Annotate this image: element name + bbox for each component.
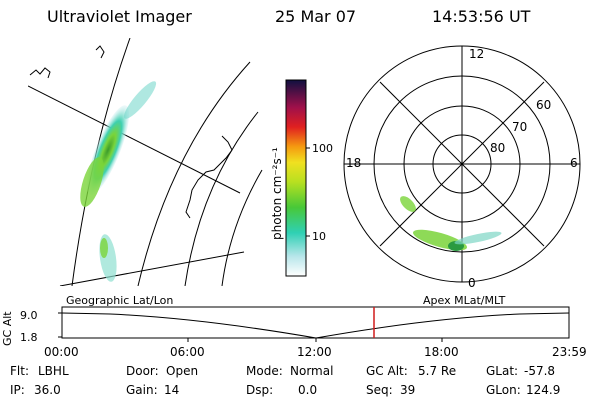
status-dsp-label: Dsp: — [246, 383, 274, 397]
status-gain-value: 14 — [164, 383, 180, 397]
status-filter-value: LBHL — [38, 364, 69, 378]
colorbar-tick-10: 10 — [312, 230, 326, 243]
time-label: 14:53:56 UT — [432, 7, 531, 26]
mlt-label-6: 6 — [570, 156, 578, 170]
coastline — [29, 67, 51, 79]
status-glon-value: 124.9 — [526, 383, 561, 397]
mlat-label-60: 60 — [536, 98, 552, 112]
mlat-label-80: 80 — [490, 141, 506, 155]
status-mode-value: Normal — [290, 364, 334, 378]
status-door-value: Open — [166, 364, 199, 378]
status-gcalt-value: 5.7 Re — [418, 364, 457, 378]
colorbar-gradient — [285, 79, 307, 277]
x-tick-2359: 23:59 — [552, 345, 587, 359]
status-mode-label: Mode: — [246, 364, 283, 378]
status-glat-label: GLat: — [486, 364, 519, 378]
coastline — [185, 135, 233, 219]
mlat-label-70: 70 — [512, 120, 528, 134]
aurora-emission — [123, 81, 157, 119]
aurora-emission — [400, 196, 416, 212]
coastline — [95, 45, 105, 59]
gc-alt-tick-top: 9.0 — [20, 309, 38, 322]
status-door-label: Door: — [126, 364, 159, 378]
geographic-title: Geographic Lat/Lon — [66, 294, 174, 307]
aurora-emission — [80, 157, 104, 207]
latitude-arc — [221, 169, 263, 286]
status-seq-label: Seq: — [366, 383, 393, 397]
status-glat-value: -57.8 — [524, 364, 556, 378]
status-ip-value: 36.0 — [34, 383, 61, 397]
aurora-emission — [100, 238, 108, 258]
mlt-label-18: 18 — [346, 156, 362, 170]
status-gcalt-label: GC Alt: — [366, 364, 408, 378]
altitude-curve — [61, 312, 570, 339]
longitude-line — [59, 251, 245, 286]
status-dsp-value: 0.0 — [298, 383, 318, 397]
status-glon-label: GLon: — [486, 383, 521, 397]
longitude-line — [28, 85, 241, 194]
status-ip-label: IP: — [10, 383, 25, 397]
mlt-label-12: 12 — [469, 47, 485, 61]
x-tick-1800: 18:00 — [424, 345, 459, 359]
colorbar-tick-100: 100 — [312, 142, 333, 155]
timeline-frame — [61, 306, 570, 339]
date-label: 25 Mar 07 — [275, 7, 357, 26]
x-tick-0000: 00:00 — [44, 345, 79, 359]
x-tick-1200: 12:00 — [297, 345, 332, 359]
instrument-title: Ultraviolet Imager — [47, 7, 192, 26]
polar-diagonal — [379, 81, 545, 247]
apex-title: Apex MLat/MLT — [423, 294, 506, 307]
aurora-emission — [454, 231, 502, 245]
status-filter-label: Flt: — [10, 364, 29, 378]
latitude-arc — [137, 61, 251, 286]
gc-alt-tick-bottom: 1.8 — [20, 331, 38, 344]
status-gain-label: Gain: — [126, 383, 158, 397]
status-seq-value: 39 — [400, 383, 416, 397]
x-tick-0600: 06:00 — [170, 345, 205, 359]
mlt-label-0: 0 — [468, 276, 476, 290]
